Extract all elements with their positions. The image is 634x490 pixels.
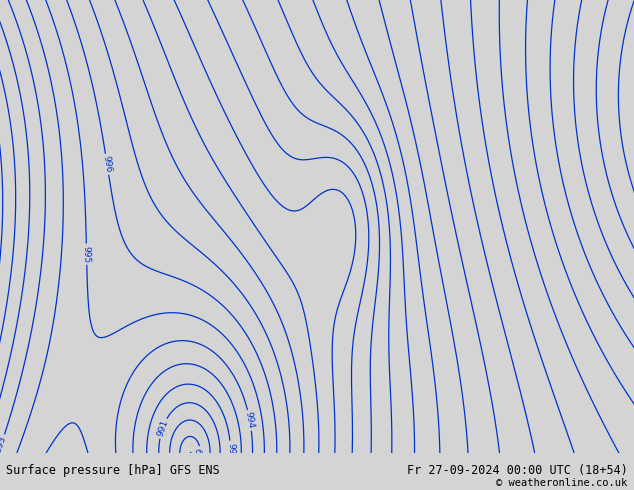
Text: 993: 993 bbox=[130, 470, 143, 489]
Text: 993: 993 bbox=[0, 435, 8, 454]
Text: 994: 994 bbox=[243, 411, 256, 430]
Text: 990: 990 bbox=[164, 454, 177, 473]
Text: 996: 996 bbox=[101, 155, 113, 173]
Text: 991: 991 bbox=[155, 419, 170, 438]
Text: 989: 989 bbox=[195, 447, 206, 465]
Text: Fr 27-09-2024 00:00 UTC (18+54): Fr 27-09-2024 00:00 UTC (18+54) bbox=[407, 465, 628, 477]
Text: 992: 992 bbox=[226, 442, 235, 460]
Text: Surface pressure [hPa] GFS ENS: Surface pressure [hPa] GFS ENS bbox=[6, 465, 220, 477]
Text: © weatheronline.co.uk: © weatheronline.co.uk bbox=[496, 478, 628, 488]
Text: 994: 994 bbox=[5, 455, 20, 474]
Text: 995: 995 bbox=[82, 245, 91, 263]
